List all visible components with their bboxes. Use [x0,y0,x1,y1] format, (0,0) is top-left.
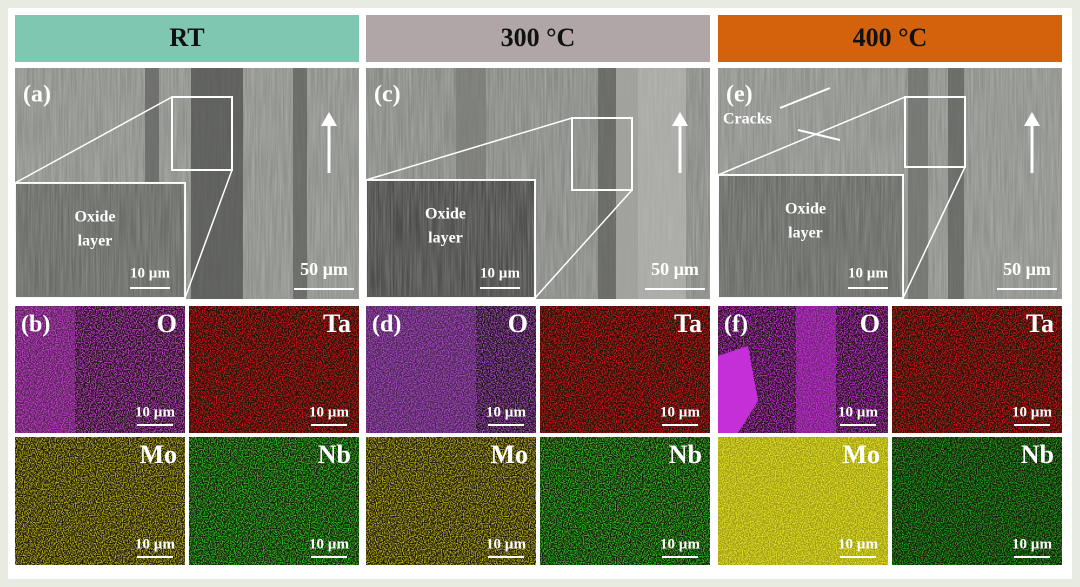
eds-signal [366,437,536,565]
inset-texture [718,175,903,298]
annotation-arrow [797,129,841,141]
element-label: Mo [139,440,177,469]
inset-texture [15,183,185,298]
column-header [366,15,710,62]
zoom-line [534,189,633,299]
element-label: Nb [669,440,702,469]
inset-text: layer [78,233,113,250]
map-scale: 10 µm [660,536,700,552]
annotation: Cracks [723,111,772,128]
eds-signal [718,437,888,565]
map-scale: 10 µm [135,536,175,552]
scale-label: 50 µm [651,259,699,279]
eds-signal [366,306,536,433]
map-scale: 10 µm [838,536,878,552]
zoom-box [171,96,233,171]
annotation-arrow [779,87,831,109]
map-scale: 10 µm [1012,536,1052,552]
column-header-text: 300 °C [501,23,576,52]
map-scale: 10 µm [135,404,175,420]
arrow-head [321,112,337,126]
inset-text: layer [788,225,823,242]
zoom-line [902,166,966,299]
zoom-line [717,96,906,176]
inset-scale: 10 µm [848,265,888,281]
inset-scale: 10 µm [130,265,170,281]
eds-signal [189,437,359,565]
map-scale: 10 µm [1012,404,1052,420]
inset-text: Oxide [785,201,826,218]
zoom-box [904,96,966,168]
element-label: Mo [842,440,880,469]
element-label: O [157,309,177,338]
eds-signal [892,437,1062,565]
scale-label: 50 µm [300,259,348,279]
map-scale: 10 µm [486,404,526,420]
zoom-line [14,96,173,184]
column-header-text: 400 °C [853,23,928,52]
panel-label: (f) [724,312,748,338]
element-label: Ta [323,309,351,338]
panel-label: (c) [374,82,401,108]
scale-label: 50 µm [1003,259,1051,279]
eds-signal [15,306,185,433]
eds-enriched [15,306,75,433]
zoom-box [571,117,633,191]
eds-enriched [366,306,476,433]
panel-label: (e) [726,82,753,108]
arrow-head [672,112,688,126]
inset-texture [366,180,535,298]
zoom-line [184,169,233,299]
panel-label: (b) [21,312,50,338]
inset-text: layer [428,230,463,247]
sem-streak [908,68,928,299]
element-label: O [860,309,880,338]
map-scale: 10 µm [660,404,700,420]
eds-signal [540,306,710,433]
element-label: O [508,309,528,338]
map-scale: 10 µm [309,536,349,552]
eds-signal [892,306,1062,433]
element-label: Ta [1026,309,1054,338]
panel-label: (d) [372,312,401,338]
eds-enriched [718,346,758,433]
eds-signal [189,306,359,433]
map-scale: 10 µm [486,536,526,552]
zoom-line [365,117,573,181]
eds-signal [15,437,185,565]
map-scale: 10 µm [309,404,349,420]
element-label: Nb [318,440,351,469]
arrow-head [1024,112,1040,126]
column-header [718,15,1062,62]
panel-label: (a) [23,82,51,108]
sem-streak [948,68,964,299]
map-scale: 10 µm [838,404,878,420]
sem-streak [616,68,686,299]
eds-signal [540,437,710,565]
element-label: Mo [490,440,528,469]
eds-enriched [796,306,836,433]
element-label: Nb [1021,440,1054,469]
element-label: Ta [674,309,702,338]
column-header [15,15,359,62]
sem-streak [293,68,307,299]
column-header-text: RT [169,23,204,52]
inset-text: Oxide [425,206,466,223]
inset-text: Oxide [75,209,116,226]
sem-streak [191,68,243,299]
inset-scale: 10 µm [480,265,520,281]
